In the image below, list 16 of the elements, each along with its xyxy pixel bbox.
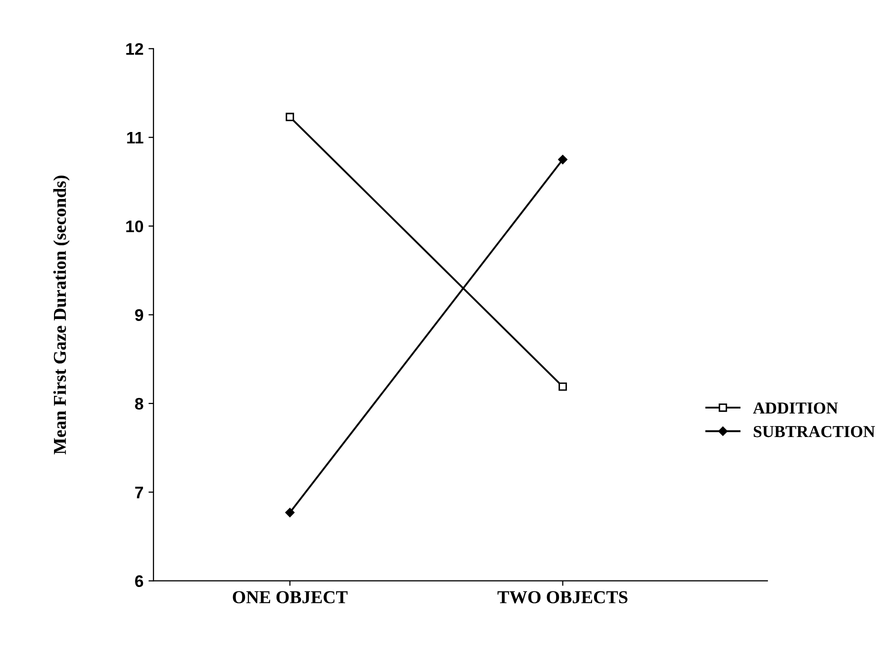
y-tick-label: 9	[135, 309, 144, 321]
y-tick-label: 8	[135, 398, 144, 410]
point	[558, 382, 567, 391]
y-tick-label: 6	[135, 575, 144, 588]
x-tick-label: TWO OBJECTS	[498, 591, 628, 604]
legend-label: ADDITION	[753, 402, 838, 414]
point	[558, 154, 568, 164]
y-axis-title: Mean First Gaze Duration (seconds)	[53, 176, 70, 454]
point	[286, 112, 294, 122]
y-tick-label: 7	[135, 486, 144, 498]
y-tick-label: 12	[126, 43, 144, 55]
x-tick-label: ONE OBJECT	[232, 591, 348, 604]
point	[285, 508, 295, 518]
y-tick-label: 11	[127, 132, 144, 144]
y-tick-label: 10	[126, 220, 144, 232]
legend-label: SUBTRACTION	[754, 426, 875, 438]
